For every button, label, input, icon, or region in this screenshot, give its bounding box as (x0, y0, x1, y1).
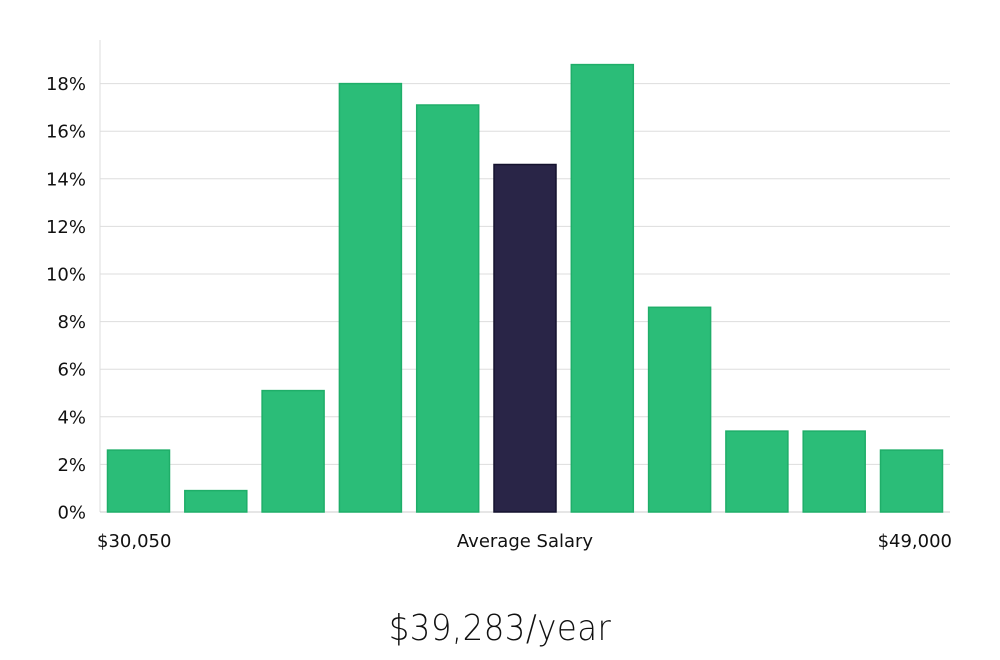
histogram-bar (802, 430, 866, 513)
x-label-min: $30,050 (97, 531, 171, 552)
y-tick-label: 2% (57, 455, 86, 476)
histogram-bar (879, 449, 944, 513)
histogram-bar (184, 489, 248, 513)
y-tick-label: 10% (46, 265, 86, 286)
y-tick-label: 8% (57, 312, 86, 333)
y-tick-label: 18% (46, 74, 86, 95)
histogram-bar (725, 430, 789, 513)
y-tick-label: 14% (46, 169, 86, 190)
histogram-bar (647, 306, 712, 513)
y-tick-label: 12% (46, 217, 86, 238)
histogram-bar (106, 449, 171, 513)
x-label-max: $49,000 (878, 531, 952, 552)
histogram-bar (415, 104, 480, 513)
y-tick-labels: 0% 2% 4% 6% 8% 10% 12% 14% 16% 18% (46, 74, 86, 523)
histogram-bars (106, 63, 944, 513)
histogram-bar (338, 82, 403, 513)
x-label-average-salary: Average Salary (457, 531, 594, 552)
histogram-bar (570, 63, 635, 513)
salary-histogram-chart: 0% 2% 4% 6% 8% 10% 12% 14% 16% 18% $30,050 Averag… (46, 40, 952, 552)
y-tick-label: 0% (57, 503, 86, 524)
histogram-bar (261, 389, 325, 513)
y-tick-label: 4% (57, 407, 86, 428)
average-salary-headline: $39,283/year (388, 608, 612, 649)
y-tick-label: 6% (57, 360, 86, 381)
y-tick-label: 16% (46, 122, 86, 143)
histogram-bar-average (493, 163, 557, 513)
